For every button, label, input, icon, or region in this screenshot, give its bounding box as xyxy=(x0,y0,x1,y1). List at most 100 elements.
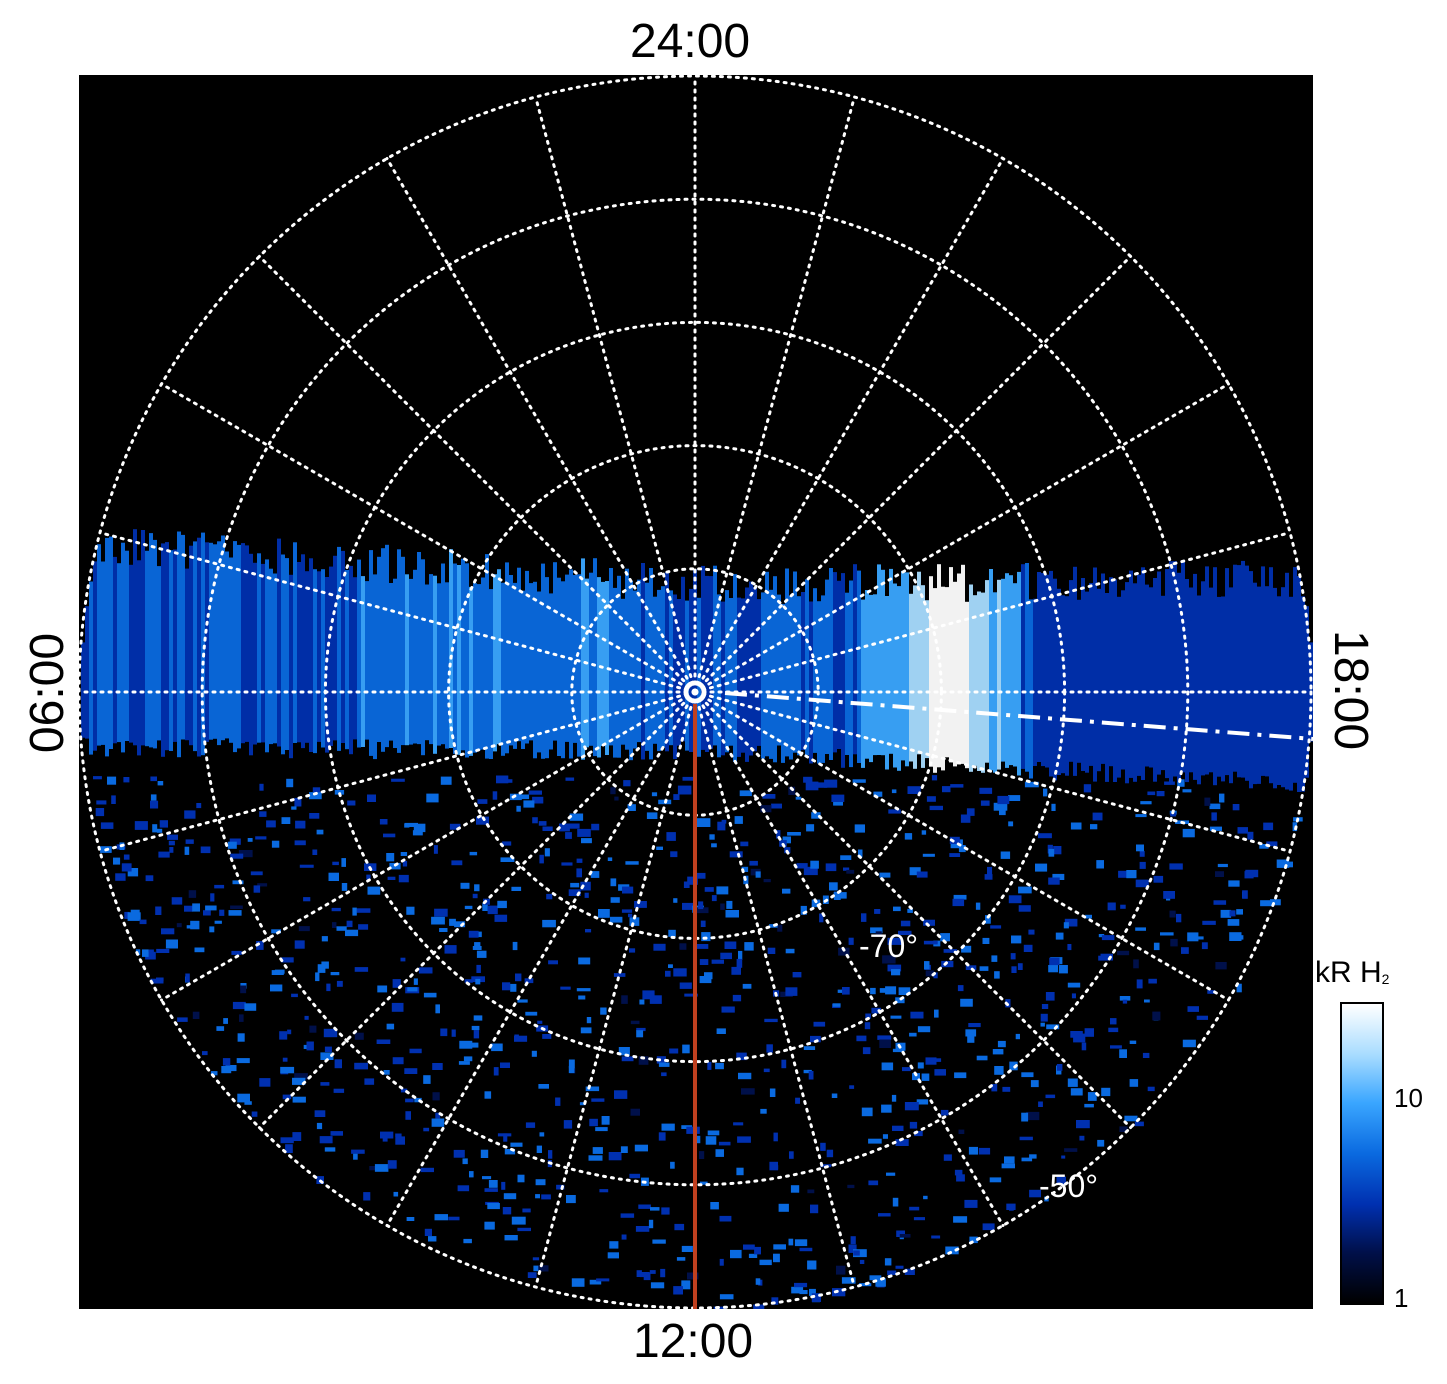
band-streak xyxy=(245,545,249,742)
band-streak xyxy=(949,567,953,763)
band-streak xyxy=(749,581,753,756)
emission-speck xyxy=(653,943,666,951)
band-streak xyxy=(1061,595,1065,774)
band-streak xyxy=(93,561,97,751)
emission-speck xyxy=(741,1088,755,1095)
emission-speck xyxy=(1084,1103,1094,1108)
emission-speck xyxy=(250,871,263,876)
band-streak xyxy=(721,601,725,756)
emission-speck xyxy=(803,776,813,783)
emission-speck xyxy=(673,1286,683,1295)
emission-speck xyxy=(331,907,341,912)
band-streak xyxy=(885,596,889,770)
emission-speck xyxy=(910,1011,924,1019)
band-streak xyxy=(941,586,945,771)
emission-speck xyxy=(656,846,663,850)
emission-speck xyxy=(607,1252,619,1259)
emission-speck xyxy=(387,1160,397,1169)
emission-speck xyxy=(960,814,971,823)
band-streak xyxy=(985,580,989,763)
band-streak xyxy=(97,544,101,746)
emission-speck xyxy=(673,898,678,903)
emission-speck xyxy=(870,987,876,995)
emission-speck xyxy=(803,1046,816,1050)
emission-speck xyxy=(596,1278,610,1282)
emission-speck xyxy=(155,906,162,915)
emission-speck xyxy=(832,1288,846,1297)
emission-speck xyxy=(773,1132,778,1142)
emission-speck xyxy=(472,893,478,899)
emission-speck xyxy=(614,1090,628,1099)
emission-speck xyxy=(687,1272,699,1280)
emission-speck xyxy=(1040,1022,1045,1027)
emission-speck xyxy=(266,820,276,828)
emission-speck xyxy=(382,1136,388,1142)
emission-speck xyxy=(787,832,801,836)
emission-speck xyxy=(670,1161,675,1169)
emission-speck xyxy=(559,823,570,832)
emission-speck xyxy=(738,950,743,960)
emission-speck xyxy=(185,839,194,844)
emission-speck xyxy=(891,969,901,976)
emission-speck xyxy=(699,959,709,965)
band-streak xyxy=(1129,570,1133,778)
band-streak xyxy=(1013,583,1017,767)
band-streak xyxy=(561,581,565,759)
emission-speck xyxy=(732,994,742,1002)
band-streak xyxy=(389,583,393,741)
emission-speck xyxy=(715,1062,724,1070)
emission-speck xyxy=(463,1056,473,1062)
emission-speck xyxy=(309,813,320,819)
band-streak xyxy=(1017,571,1021,776)
emission-speck xyxy=(782,888,791,894)
band-streak xyxy=(821,595,825,763)
band-streak xyxy=(149,533,153,748)
emission-speck xyxy=(842,987,850,995)
emission-speck xyxy=(677,785,692,795)
emission-speck xyxy=(810,1035,821,1043)
emission-speck xyxy=(237,1033,245,1042)
band-streak xyxy=(289,574,293,759)
emission-speck xyxy=(287,1029,292,1035)
emission-speck xyxy=(158,851,170,858)
emission-speck xyxy=(487,1203,500,1210)
emission-speck xyxy=(656,1056,666,1064)
band-streak xyxy=(1225,568,1229,776)
band-streak xyxy=(1273,587,1277,789)
emission-speck xyxy=(451,1029,456,1037)
emission-speck xyxy=(364,1078,375,1085)
emission-speck xyxy=(576,988,591,992)
emission-speck xyxy=(351,1149,365,1154)
emission-speck xyxy=(1040,1013,1048,1022)
emission-speck xyxy=(555,1097,561,1106)
emission-speck xyxy=(525,1122,536,1128)
emission-speck xyxy=(873,791,883,797)
band-streak xyxy=(961,564,965,764)
emission-speck xyxy=(510,983,517,992)
emission-speck xyxy=(539,1132,545,1137)
emission-speck xyxy=(832,1003,841,1007)
emission-speck xyxy=(1182,828,1195,838)
band-streak xyxy=(1077,599,1081,763)
band-streak xyxy=(1217,596,1221,777)
emission-speck xyxy=(895,997,905,1004)
emission-speck xyxy=(511,886,522,891)
emission-speck xyxy=(1048,848,1055,857)
emission-speck xyxy=(1038,833,1052,839)
emission-speck xyxy=(1011,935,1022,944)
emission-speck xyxy=(924,961,930,970)
emission-speck xyxy=(1046,1024,1060,1030)
emission-speck xyxy=(865,1013,871,1019)
emission-speck xyxy=(741,866,749,872)
emission-speck xyxy=(891,789,897,794)
emission-speck xyxy=(405,1111,411,1120)
band-streak xyxy=(233,541,237,753)
band-streak xyxy=(201,532,205,756)
emission-speck xyxy=(711,895,717,902)
band-streak xyxy=(297,562,301,743)
band-streak xyxy=(933,588,937,773)
emission-speck xyxy=(815,782,828,788)
emission-speck xyxy=(933,972,938,979)
emission-speck xyxy=(777,924,783,932)
emission-speck xyxy=(987,866,993,875)
